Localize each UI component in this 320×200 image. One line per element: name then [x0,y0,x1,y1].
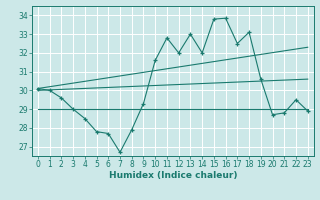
X-axis label: Humidex (Indice chaleur): Humidex (Indice chaleur) [108,171,237,180]
